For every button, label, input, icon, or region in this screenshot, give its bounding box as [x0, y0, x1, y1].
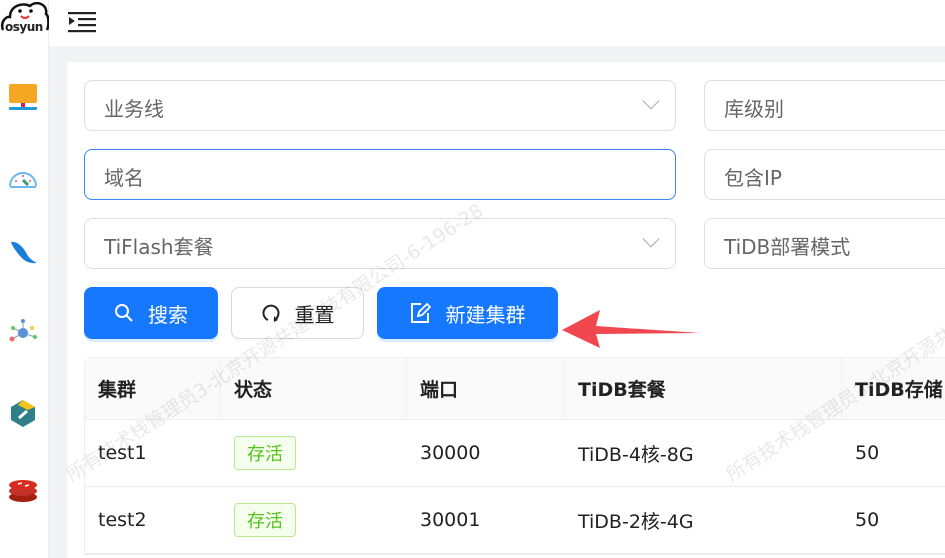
edit-icon: [410, 302, 431, 323]
cluster-name: test2: [98, 509, 147, 531]
tidb-package: TiDB-4核-8G: [578, 443, 694, 466]
tiflash-package-placeholder: TiFlash套餐: [104, 235, 214, 259]
tidb-icon[interactable]: [8, 398, 38, 428]
column-header-tidb-package[interactable]: TiDB套餐: [565, 358, 842, 419]
contains-ip-input[interactable]: 包含IP: [704, 149, 945, 200]
business-line-select[interactable]: 业务线: [84, 80, 676, 131]
annotation-arrow-icon: [562, 310, 700, 348]
tidb-deploy-mode-select[interactable]: TiDB部署模式: [704, 218, 945, 269]
tidb-storage: 50: [855, 442, 880, 464]
db-level-select[interactable]: 库级别: [704, 80, 945, 131]
search-label: 搜索: [148, 302, 188, 327]
port: 30000: [420, 442, 481, 464]
db-level-placeholder: 库级别: [724, 97, 784, 121]
table-header-row: 集群 状态 端口 TiDB套餐 TiDB存储: [85, 358, 945, 420]
create-cluster-button[interactable]: 新建集群: [377, 287, 558, 339]
column-header-port[interactable]: 端口: [407, 358, 565, 419]
tidb-storage: 50: [855, 509, 880, 531]
column-header-tidb-storage[interactable]: TiDB存储: [855, 379, 943, 401]
column-header-status[interactable]: 状态: [221, 358, 407, 419]
table-row[interactable]: test1 存活 30000 TiDB-4核-8G 50: [85, 420, 945, 487]
status-cell: 存活: [221, 420, 407, 486]
status-cell: 存活: [221, 487, 407, 553]
business-line-placeholder: 业务线: [104, 97, 164, 121]
menu-indent-icon[interactable]: [68, 10, 96, 34]
reset-button[interactable]: 重置: [231, 287, 364, 339]
chevron-down-icon: [642, 92, 660, 110]
domain-placeholder: 域名: [104, 166, 144, 190]
table-row[interactable]: test2 存活 30001 TiDB-2核-4G 50: [85, 487, 945, 554]
cluster-name: test1: [98, 442, 147, 464]
column-header-cluster[interactable]: 集群: [85, 358, 221, 419]
sidebar: osyun: [0, 0, 49, 558]
search-button[interactable]: 搜索: [84, 287, 218, 339]
chevron-down-icon: [642, 230, 660, 248]
mysql-dolphin-icon[interactable]: [8, 236, 38, 266]
monitor-icon[interactable]: [8, 82, 38, 112]
reset-label: 重置: [294, 302, 335, 327]
status-badge: 存活: [234, 503, 296, 537]
create-cluster-label: 新建集群: [445, 302, 526, 327]
network-nodes-icon[interactable]: [8, 318, 38, 348]
status-badge: 存活: [234, 436, 296, 470]
redis-icon[interactable]: [8, 476, 38, 506]
tiflash-package-select[interactable]: TiFlash套餐: [84, 218, 676, 269]
contains-ip-placeholder: 包含IP: [724, 166, 782, 190]
osyun-logo[interactable]: [0, 0, 49, 40]
tidb-package: TiDB-2核-4G: [578, 510, 694, 533]
reload-icon: [262, 304, 279, 322]
dashboard-gauge-icon[interactable]: [8, 162, 38, 192]
logo-text: osyun: [5, 20, 43, 34]
top-header: [49, 0, 945, 46]
tidb-deploy-mode-placeholder: TiDB部署模式: [724, 235, 851, 259]
search-icon: [115, 304, 133, 322]
cluster-table: 集群 状态 端口 TiDB套餐 TiDB存储 test1 存活 30000 Ti…: [84, 357, 945, 555]
domain-input[interactable]: 域名: [84, 149, 676, 200]
port: 30001: [420, 509, 481, 531]
